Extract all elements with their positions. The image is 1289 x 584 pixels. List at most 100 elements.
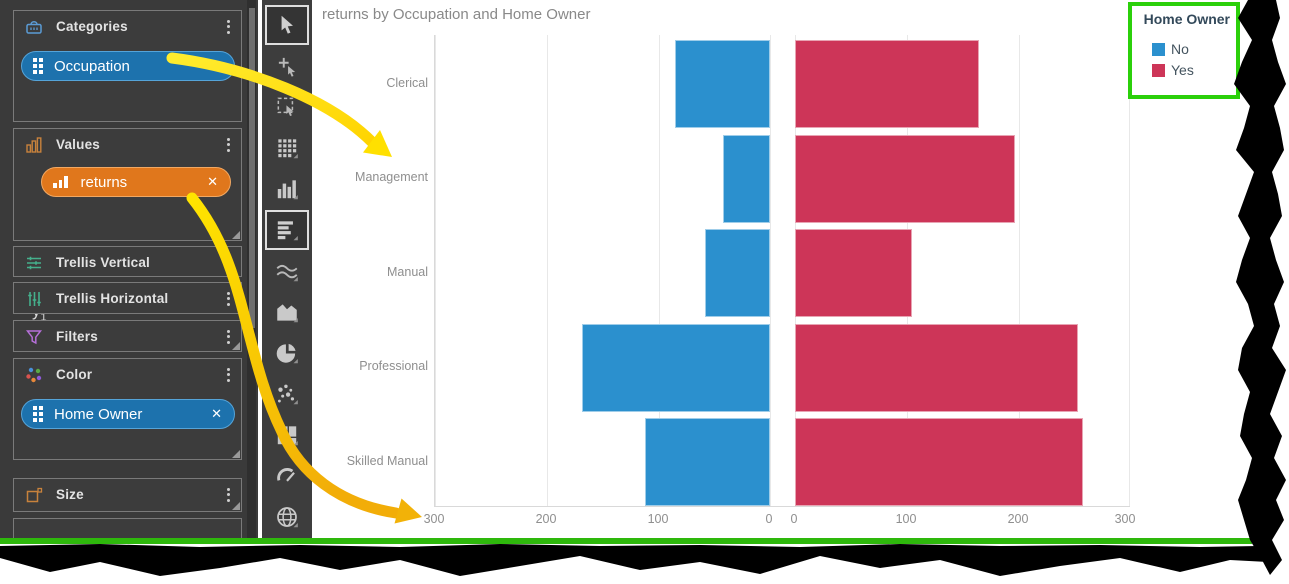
globe-icon <box>277 507 298 528</box>
panel-size-header[interactable]: Size <box>14 479 241 510</box>
pie-chart-tool[interactable] <box>265 333 309 373</box>
bar-yes-manual[interactable] <box>795 229 913 317</box>
kebab-menu-icon[interactable] <box>221 287 235 310</box>
x-tick: 100 <box>647 512 669 526</box>
area-chart-icon <box>277 304 298 323</box>
kebab-menu-icon[interactable] <box>221 133 235 156</box>
cursor-icon <box>281 15 293 34</box>
bar-chart-horizontal-icon <box>277 221 298 241</box>
bar-no-clerical[interactable] <box>675 40 770 128</box>
panel-color-header[interactable]: Color <box>14 359 241 390</box>
legend: Home Owner No Yes <box>1128 2 1240 99</box>
select-tool[interactable] <box>265 5 309 45</box>
remove-pill-icon[interactable]: ✕ <box>211 406 222 421</box>
bar-yes-clerical[interactable] <box>795 40 980 128</box>
color-dots-icon <box>26 367 42 382</box>
bar-chart-tool[interactable] <box>265 210 309 250</box>
sidebar-scrollbar-thumb[interactable] <box>248 8 255 328</box>
add-visualization-tool[interactable] <box>265 46 309 86</box>
x-tick: 0 <box>765 512 773 526</box>
pill-occupation[interactable]: Occupation ✕ <box>21 51 235 81</box>
category-label: Management <box>355 170 428 184</box>
panel-categories: Categories Occupation ✕ <box>13 10 242 122</box>
pill-returns[interactable]: returns ✕ <box>41 167 231 197</box>
legend-item-no[interactable]: No <box>1152 41 1236 57</box>
category-label: Skilled Manual <box>346 454 428 468</box>
panel-title: Values <box>56 137 100 152</box>
table-icon <box>278 139 298 159</box>
pill-label: Occupation <box>54 57 130 75</box>
panel-title: Size <box>56 487 84 502</box>
scatter-plot-icon <box>278 384 298 405</box>
dimension-grid-icon <box>33 58 43 74</box>
sidebar-scrollbar[interactable] <box>247 0 256 538</box>
table-tool[interactable] <box>265 128 309 168</box>
panel-resize-wedge[interactable] <box>232 342 240 350</box>
legend-label: Yes <box>1171 62 1194 78</box>
remove-pill-icon[interactable]: ✕ <box>207 174 218 189</box>
values-bars-icon <box>26 136 42 153</box>
panel-trellis-horizontal-header[interactable]: Trellis Horizontal <box>14 283 241 314</box>
x-tick: 300 <box>1114 512 1136 526</box>
panel-values: Values y1 returns ✕ <box>13 128 242 323</box>
map-tool[interactable] <box>265 497 309 537</box>
gridline <box>547 35 548 506</box>
filter-funnel-icon <box>25 329 43 344</box>
dimension-grid-icon <box>33 406 43 422</box>
panel-size: Size <box>13 478 242 512</box>
bar-no-manual[interactable] <box>705 229 770 317</box>
treemap-icon <box>277 426 298 446</box>
size-icon <box>26 487 43 502</box>
panel-title: Categories <box>56 19 128 34</box>
gauge-tool[interactable] <box>265 456 309 496</box>
panel-resize-wedge[interactable] <box>232 231 240 239</box>
kebab-menu-icon[interactable] <box>221 363 235 386</box>
legend-label: No <box>1171 41 1189 57</box>
bar-no-skilled-manual[interactable] <box>644 418 770 506</box>
panel-partial <box>13 518 242 538</box>
pill-label: Home Owner <box>54 405 143 423</box>
green-underline-annotation <box>0 538 1252 544</box>
marquee-select-tool[interactable] <box>265 87 309 127</box>
bar-yes-professional[interactable] <box>795 323 1078 412</box>
column-chart-tool[interactable] <box>265 169 309 209</box>
marquee-icon <box>277 97 294 116</box>
panel-filters-header[interactable]: Filters <box>14 321 241 352</box>
area-chart-tool[interactable] <box>265 292 309 332</box>
category-label: Clerical <box>386 76 428 90</box>
line-chart-tool[interactable] <box>265 251 309 291</box>
gridline <box>435 35 436 506</box>
chart-title: returns by Occupation and Home Owner <box>322 6 591 23</box>
panel-title: Color <box>56 367 93 382</box>
panel-resize-wedge[interactable] <box>232 450 240 458</box>
panel-categories-header[interactable]: Categories <box>14 11 241 42</box>
bar-no-professional[interactable] <box>582 323 770 412</box>
x-tick: 200 <box>535 512 557 526</box>
kebab-menu-icon[interactable] <box>221 15 235 38</box>
legend-swatch-no <box>1152 42 1165 56</box>
panel-trellis-vertical-header[interactable]: Trellis Vertical <box>14 247 241 278</box>
kebab-menu-icon[interactable] <box>221 251 235 274</box>
legend-title: Home Owner <box>1143 11 1230 27</box>
x-tick: 200 <box>1007 512 1029 526</box>
panel-title: Trellis Vertical <box>56 255 151 270</box>
category-label: Manual <box>387 265 428 279</box>
pill-home-owner[interactable]: Home Owner ✕ <box>21 399 235 429</box>
bar-yes-management[interactable] <box>795 134 1015 223</box>
legend-swatch-yes <box>1152 63 1165 77</box>
remove-pill-icon[interactable]: ✕ <box>211 58 222 73</box>
panel-values-header[interactable]: Values <box>14 129 241 160</box>
panel-title: Trellis Horizontal <box>56 291 169 306</box>
bar-no-management[interactable] <box>723 134 770 223</box>
basket-icon <box>26 20 42 34</box>
gridline <box>770 35 771 506</box>
treemap-tool[interactable] <box>265 415 309 455</box>
panel-color: Color Home Owner ✕ <box>13 358 242 460</box>
scatter-plot-tool[interactable] <box>265 374 309 414</box>
builder-sidebar: Categories Occupation ✕ Values y1 <box>0 0 258 538</box>
legend-item-yes[interactable]: Yes <box>1152 62 1236 78</box>
bar-yes-skilled-manual[interactable] <box>795 418 1084 506</box>
panel-resize-wedge[interactable] <box>232 502 240 510</box>
trellis-vertical-icon <box>27 256 41 269</box>
